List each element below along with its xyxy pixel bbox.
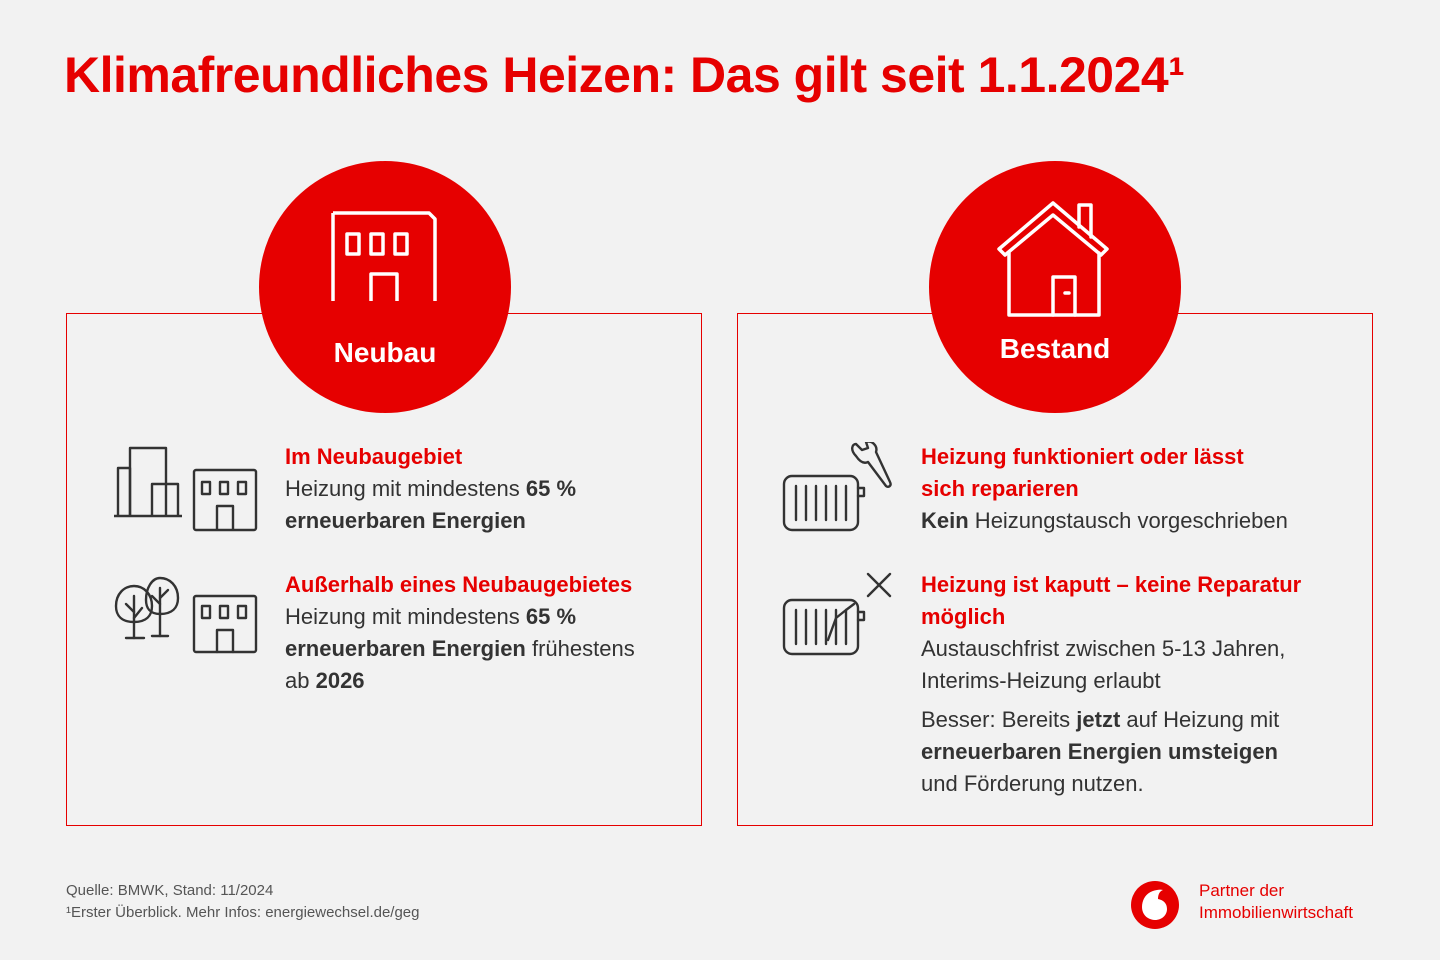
item-bold-text: erneuerbaren Energien	[285, 508, 526, 533]
item-bold-text: erneuerbaren Energien	[285, 636, 526, 661]
item-bold-value: 65 %	[525, 604, 577, 629]
neubau-item-neubaugebiet: Im Neubaugebiet Heizung mit mindestens 6…	[285, 441, 576, 537]
bestand-label: Bestand	[999, 333, 1111, 364]
item-heading: Außerhalb eines Neubaugebietes	[285, 572, 633, 597]
radiator-wrench-icon	[782, 442, 892, 532]
item-text: frühestens	[525, 636, 635, 661]
office-building-icon	[331, 211, 437, 301]
vodafone-logo-icon	[1131, 881, 1179, 929]
item-text: auf Heizung mit	[1120, 707, 1280, 732]
brand-tagline: Partner der Immobilienwirtschaft	[1199, 880, 1353, 924]
city-buildings-icon	[114, 446, 258, 532]
item-bold-text: Kein	[921, 508, 969, 533]
neubau-label: Neubau	[333, 337, 437, 368]
item-heading-cont: sich reparieren	[921, 476, 1079, 501]
footnote: ¹Erster Überblick. Mehr Infos: energiewe…	[66, 904, 420, 921]
item-heading: Im Neubaugebiet	[285, 444, 463, 469]
item-bold-text: erneuerbaren Energien umsteigen	[921, 739, 1278, 764]
item-bold-value: 65 %	[525, 476, 577, 501]
item-bold-text: jetzt	[1076, 707, 1121, 732]
item-text: Interims-Heizung erlaubt	[921, 668, 1161, 693]
item-text: ab	[285, 668, 316, 693]
neubau-badge: Neubau	[259, 161, 511, 413]
footer-notes: Quelle: BMWK, Stand: 11/2024 ¹Erster Übe…	[66, 880, 420, 924]
item-heading: Heizung funktioniert oder lässt	[921, 444, 1244, 469]
broken-radiator-icon	[782, 572, 892, 656]
bestand-item-kaputt: Heizung ist kaputt – keine Reparatur mög…	[921, 569, 1301, 800]
bestand-badge: Bestand	[929, 161, 1181, 413]
item-bold-year: 2026	[315, 668, 365, 693]
neubau-item-ausserhalb: Außerhalb eines Neubaugebietes Heizung m…	[285, 569, 635, 697]
house-icon	[997, 201, 1109, 317]
item-heading: Heizung ist kaputt – keine Reparatur	[921, 572, 1302, 597]
brand-line-1: Partner der	[1199, 881, 1285, 900]
item-text: Austauschfrist zwischen 5-13 Jahren,	[921, 636, 1286, 661]
item-text: Heizung mit mindestens	[285, 604, 526, 629]
trees-building-icon	[114, 576, 258, 654]
page-title: Klimafreundliches Heizen: Das gilt seit …	[64, 47, 1185, 103]
source-note: Quelle: BMWK, Stand: 11/2024	[66, 882, 274, 899]
brand-line-2: Immobilienwirtschaft	[1199, 903, 1353, 922]
item-text: Heizungstausch vorgeschrieben	[968, 508, 1288, 533]
item-text: und Förderung nutzen.	[921, 771, 1144, 796]
bestand-item-funktioniert: Heizung funktioniert oder lässt sich rep…	[921, 441, 1288, 537]
item-heading-cont: möglich	[921, 604, 1006, 629]
item-text: Heizung mit mindestens	[285, 476, 526, 501]
item-text: Besser: Bereits	[921, 707, 1077, 732]
